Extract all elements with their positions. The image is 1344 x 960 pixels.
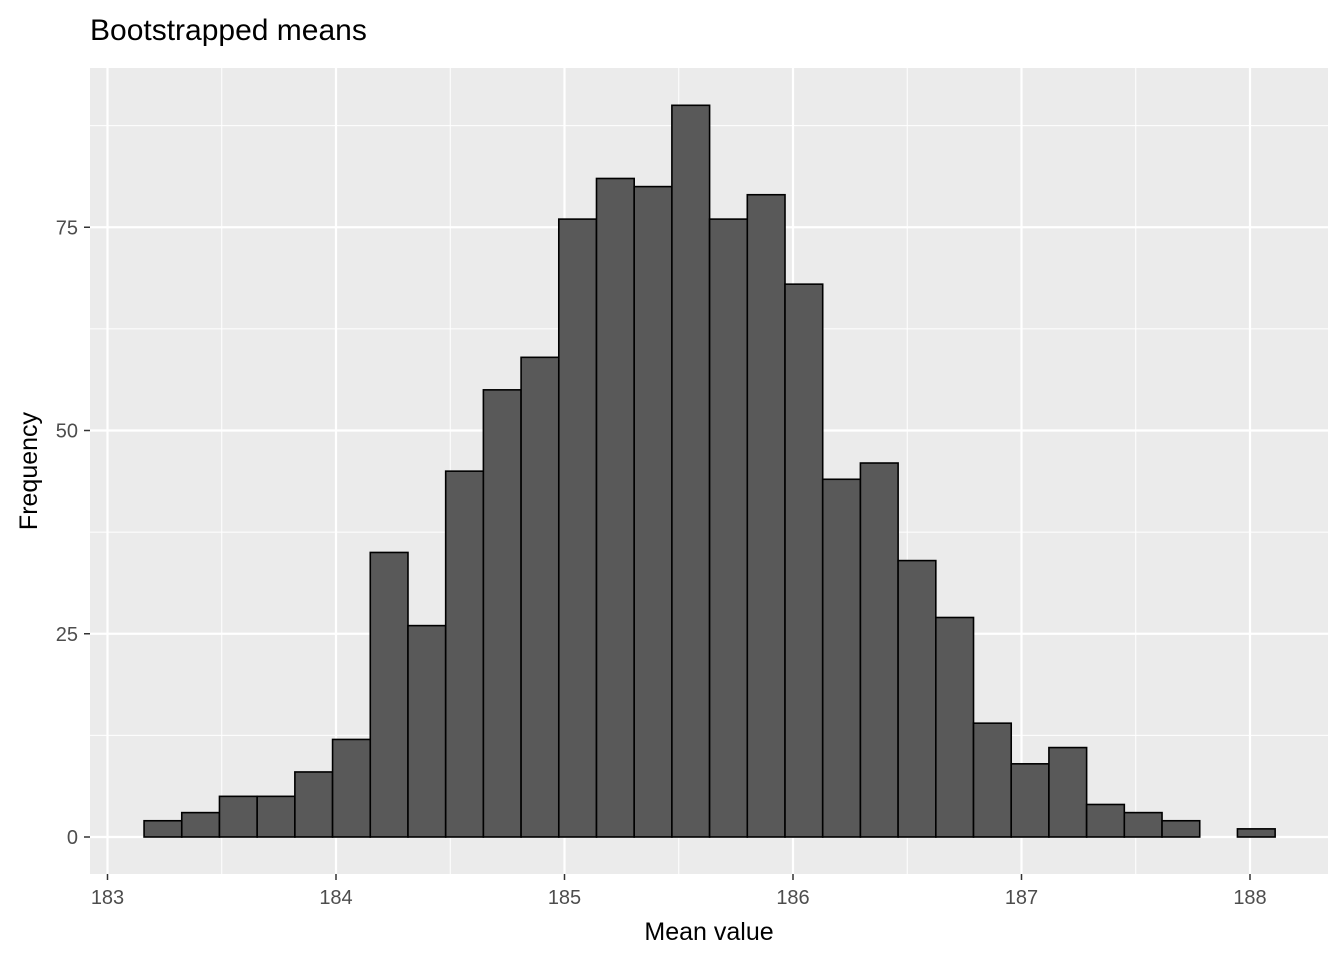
x-tick-label: 186 [776,887,809,909]
histogram-bar [784,283,824,838]
histogram-bar [708,218,749,838]
x-axis-title: Mean value [644,918,773,946]
histogram-bar [407,624,447,838]
histogram-bar [143,819,183,838]
x-tick-label: 183 [91,887,124,909]
y-tick-label: 25 [56,624,78,646]
histogram-bar [1236,828,1276,838]
x-tick-label: 185 [548,887,581,909]
x-tick-label: 184 [319,887,352,909]
histogram-bar [557,218,598,838]
histogram-bar [595,177,635,838]
histogram-bar [1048,746,1088,838]
x-axis: 183 184 185 186 187 188 [91,874,1267,909]
histogram-bar [331,738,372,838]
chart-title: Bootstrapped means [90,14,367,47]
histogram-bar [1123,811,1163,838]
histogram-bar [1161,819,1201,838]
x-tick-label: 188 [1233,887,1266,909]
histogram-bar [294,771,334,838]
x-tick-label: 187 [1005,887,1038,909]
histogram-bar [633,185,673,838]
histogram-bar [972,722,1013,838]
histogram-bar [218,795,258,838]
histogram-bar [1010,763,1050,838]
histogram-bar [256,795,296,838]
y-axis-title: Frequency [15,411,43,530]
histogram-bar [746,193,786,838]
histogram-bar [897,559,937,838]
y-axis: 0 25 50 75 [56,217,90,849]
y-tick-label: 50 [56,421,78,443]
histogram-bar [671,104,711,838]
histogram-bar [482,389,522,838]
histogram-bar [369,551,409,838]
y-tick-label: 0 [67,827,78,849]
histogram-bar [444,470,485,838]
histogram-bar [821,478,862,838]
histogram-bar [935,616,975,838]
y-tick-label: 75 [56,217,78,239]
histogram-bar [180,811,221,838]
histogram-bar [859,462,899,838]
histogram-bars [143,104,1276,838]
histogram-bar [1085,803,1126,838]
histogram-bar [520,356,560,838]
